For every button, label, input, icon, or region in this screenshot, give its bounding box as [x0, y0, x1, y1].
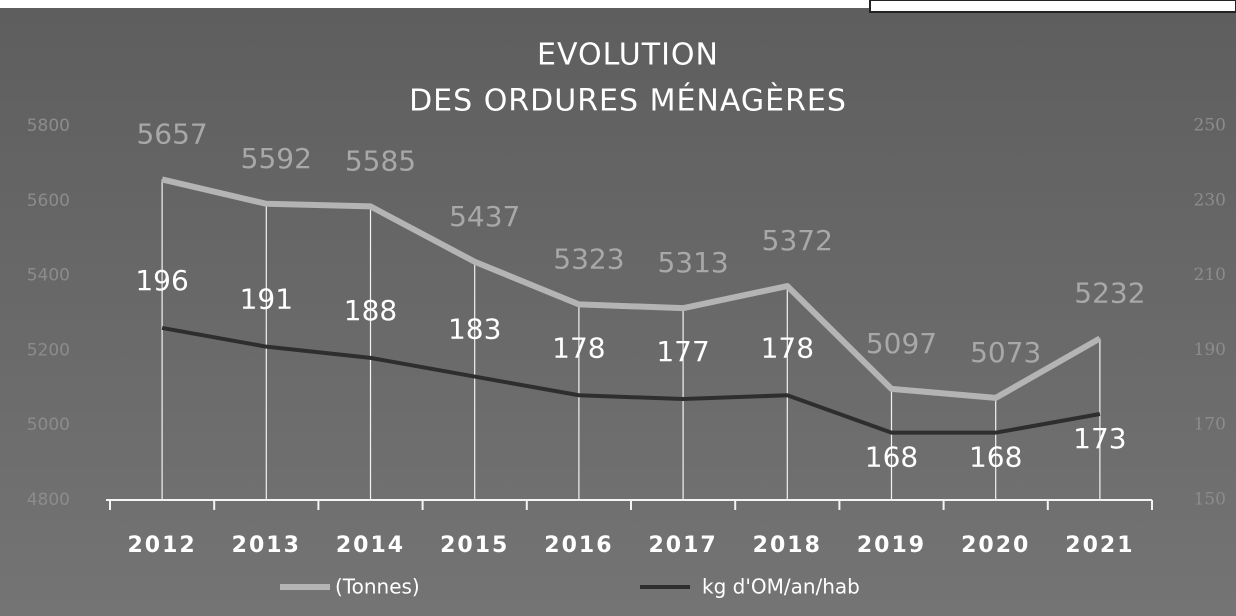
x-tick-label: 2016: [544, 533, 613, 558]
x-tick-label: 2014: [336, 533, 405, 558]
data-label: 177: [656, 335, 709, 368]
data-label: 5592: [241, 142, 312, 175]
data-label: 5097: [866, 327, 937, 360]
data-label: 178: [552, 331, 605, 364]
y-tick-label: 5400: [27, 266, 70, 286]
y2-tick-label: 190: [1194, 340, 1226, 360]
x-tick-label: 2020: [961, 533, 1030, 558]
y-tick-label: 5800: [27, 116, 70, 136]
y2-tick-label: 150: [1194, 490, 1226, 510]
x-tick-label: 2018: [753, 533, 822, 558]
y2-tick-label: 170: [1194, 415, 1226, 435]
chart-title: EVOLUTION: [537, 38, 719, 73]
data-label: 5585: [345, 144, 416, 177]
data-label: 178: [761, 331, 814, 364]
y-tick-label: 5600: [27, 191, 70, 211]
data-label: 5437: [449, 200, 520, 233]
line-series: [161, 176, 1102, 401]
chart-background: [0, 8, 1236, 616]
y-tick-label: 5200: [27, 340, 70, 360]
data-label: 5323: [553, 242, 624, 275]
x-tick-label: 2017: [648, 533, 717, 558]
y2-tick-label: 250: [1194, 116, 1226, 136]
data-label: 5232: [1074, 276, 1145, 309]
data-label: 191: [240, 283, 293, 316]
y-tick-label: 5000: [27, 415, 70, 435]
y2-tick-label: 230: [1194, 190, 1226, 210]
corner-box: [869, 0, 1236, 13]
data-label: 196: [135, 264, 188, 297]
data-label: 5657: [136, 117, 207, 150]
x-tick-label: 2012: [127, 533, 196, 558]
data-label: 168: [865, 441, 918, 474]
line-series: [161, 325, 1101, 435]
x-tick-label: 2019: [857, 533, 926, 558]
legend-label: kg d'OM/an/hab: [702, 575, 860, 599]
x-tick-label: 2015: [440, 533, 509, 558]
x-tick-label: 2013: [232, 533, 301, 558]
data-label: 188: [344, 294, 397, 327]
data-label: 5313: [657, 246, 728, 279]
data-label: 5372: [762, 224, 833, 257]
legend-label: (Tonnes): [335, 575, 420, 599]
data-label: 173: [1073, 422, 1126, 455]
y-tick-label: 4800: [27, 490, 70, 510]
data-label: 183: [448, 313, 501, 346]
y2-tick-label: 210: [1194, 265, 1226, 285]
data-label: 168: [969, 441, 1022, 474]
x-tick-label: 2021: [1065, 533, 1134, 558]
chart-title: DES ORDURES MÉNAGÈRES: [409, 83, 847, 119]
data-label: 5073: [970, 336, 1041, 369]
